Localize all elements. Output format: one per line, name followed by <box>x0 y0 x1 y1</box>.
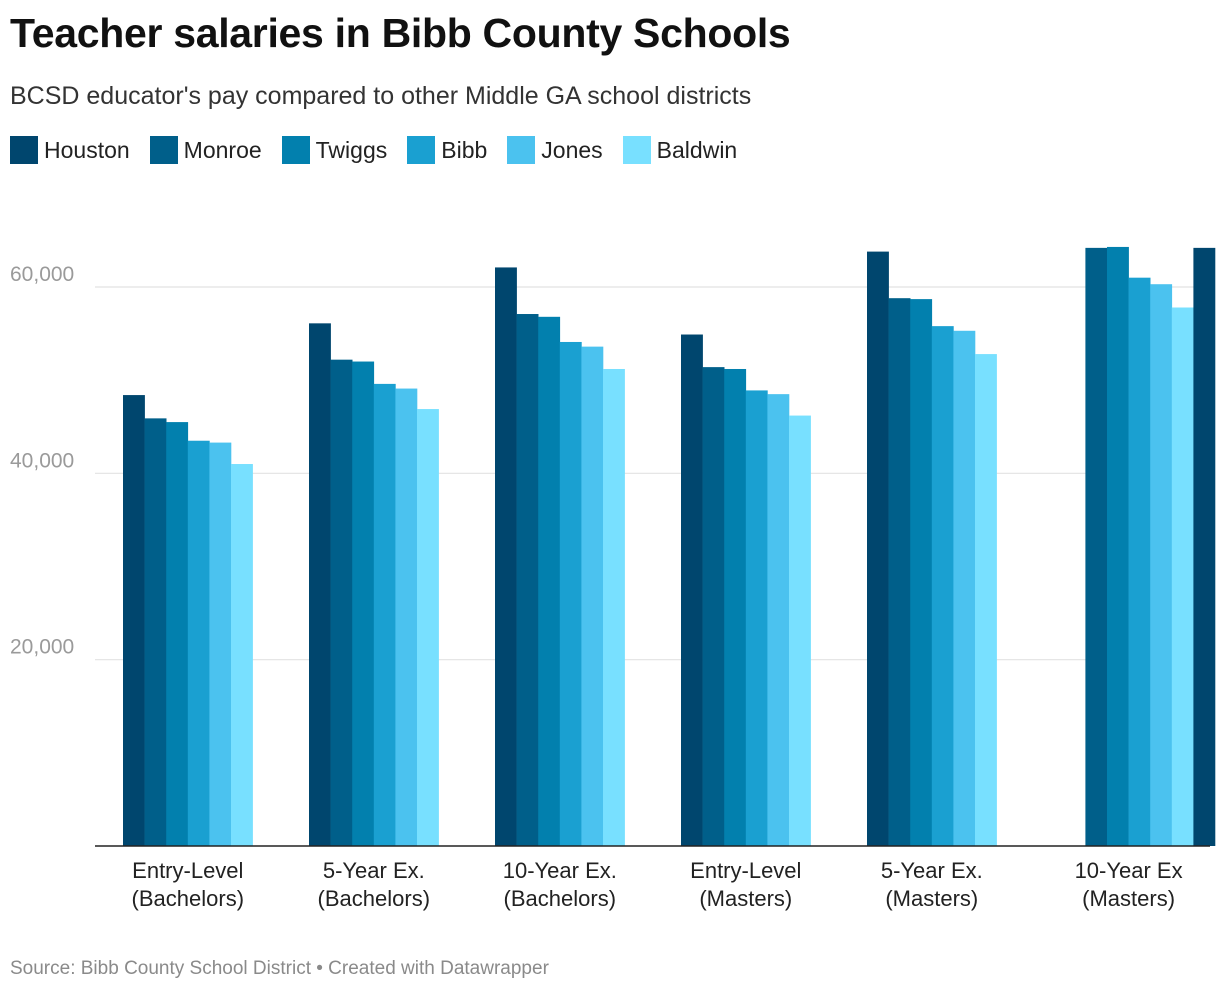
x-tick-label-5-line2: (Masters) <box>1082 886 1175 911</box>
legend: Houston Monroe Twiggs Bibb Jones Baldwin <box>10 136 757 164</box>
bar-houston-4 <box>867 251 889 846</box>
x-tick-label-2-line1: 10-Year Ex. <box>503 858 617 883</box>
legend-label-monroe: Monroe <box>183 136 262 163</box>
bar-monroe-1 <box>330 359 353 846</box>
bar-baldwin-2 <box>603 368 625 846</box>
bar-twiggs-3 <box>724 368 747 846</box>
bar-bibb-3 <box>745 390 768 846</box>
bar-houston-2 <box>495 267 517 846</box>
x-tick-label-2-line2: (Bachelors) <box>504 886 616 911</box>
legend-label-twiggs: Twiggs <box>315 136 388 163</box>
legend-label-baldwin: Baldwin <box>656 136 738 163</box>
x-tick-label-4-line1: 5-Year Ex. <box>881 858 983 883</box>
legend-item-bibb: Bibb <box>407 136 487 164</box>
bar-monroe-5 <box>1085 247 1108 846</box>
chart-subtitle: BCSD educator's pay compared to other Mi… <box>10 82 752 110</box>
bar-bibb-0 <box>187 440 210 846</box>
bar-bibb-4 <box>931 326 954 846</box>
bar-baldwin-0 <box>231 464 253 846</box>
legend-swatch-monroe <box>149 136 178 164</box>
legend-label-bibb: Bibb <box>441 136 488 163</box>
x-tick-label-3-line1: Entry-Level <box>690 858 801 883</box>
legend-swatch-houston <box>10 136 38 164</box>
x-tick-label-0-line2: (Bachelors) <box>132 886 244 911</box>
bar-houston-1 <box>309 323 331 847</box>
legend-item-twiggs: Twiggs <box>281 136 388 164</box>
bar-houston-0 <box>123 395 145 846</box>
bar-twiggs-2 <box>538 316 561 846</box>
bar-bibb-5 <box>1128 277 1151 846</box>
bar-jones-0 <box>209 442 232 846</box>
legend-swatch-jones <box>507 136 536 164</box>
bar-twiggs-5 <box>1107 246 1129 846</box>
legend-item-monroe: Monroe <box>149 136 262 164</box>
bar-baldwin-3 <box>789 415 811 846</box>
bar-monroe-2 <box>516 314 539 847</box>
y-tick-label-20000: 20,000 <box>10 636 74 659</box>
legend-swatch-twiggs <box>281 136 310 164</box>
bar-monroe-4 <box>888 298 911 846</box>
x-tick-label-0-line1: Entry-Level <box>132 858 243 883</box>
y-tick-label-40000: 40,000 <box>10 449 74 472</box>
bar-jones-4 <box>953 330 976 846</box>
bar-twiggs-1 <box>352 361 375 846</box>
x-tick-label-3-line2: (Masters) <box>699 886 792 911</box>
bar-baldwin-5 <box>1171 307 1194 846</box>
bar-jones-5 <box>1150 284 1173 847</box>
legend-swatch-baldwin <box>622 136 651 164</box>
bar-baldwin-1 <box>417 409 439 846</box>
legend-item-jones: Jones <box>507 136 603 164</box>
bar-twiggs-0 <box>166 422 189 846</box>
x-tick-label-1-line1: 5-Year Ex. <box>323 858 425 883</box>
y-tick-label-60000: 60,000 <box>10 263 74 286</box>
bar-twiggs-4 <box>910 299 933 846</box>
bar-bibb-1 <box>373 383 396 846</box>
bar-bibb-2 <box>559 341 582 846</box>
bar-monroe-0 <box>144 418 167 846</box>
bar-jones-1 <box>395 388 418 846</box>
legend-item-baldwin: Baldwin <box>622 136 738 164</box>
source-footer: Source: Bibb County School District • Cr… <box>10 958 549 979</box>
bar-houston-3 <box>681 334 703 846</box>
x-tick-label-4-line2: (Masters) <box>885 886 978 911</box>
chart-title: Teacher salaries in Bibb County Schools <box>10 10 791 56</box>
bar-jones-2 <box>581 346 604 846</box>
bar-extra-5 <box>1193 247 1216 846</box>
x-tick-label-1-line2: (Bachelors) <box>318 886 430 911</box>
bar-baldwin-4 <box>975 354 997 846</box>
legend-label-jones: Jones <box>541 136 603 163</box>
x-tick-label-5-line1: 10-Year Ex <box>1075 858 1183 883</box>
legend-item-houston: Houston <box>10 136 130 164</box>
bar-jones-3 <box>767 394 790 846</box>
legend-swatch-bibb <box>407 136 436 164</box>
legend-label-houston: Houston <box>44 136 130 163</box>
bar-monroe-3 <box>702 367 725 846</box>
